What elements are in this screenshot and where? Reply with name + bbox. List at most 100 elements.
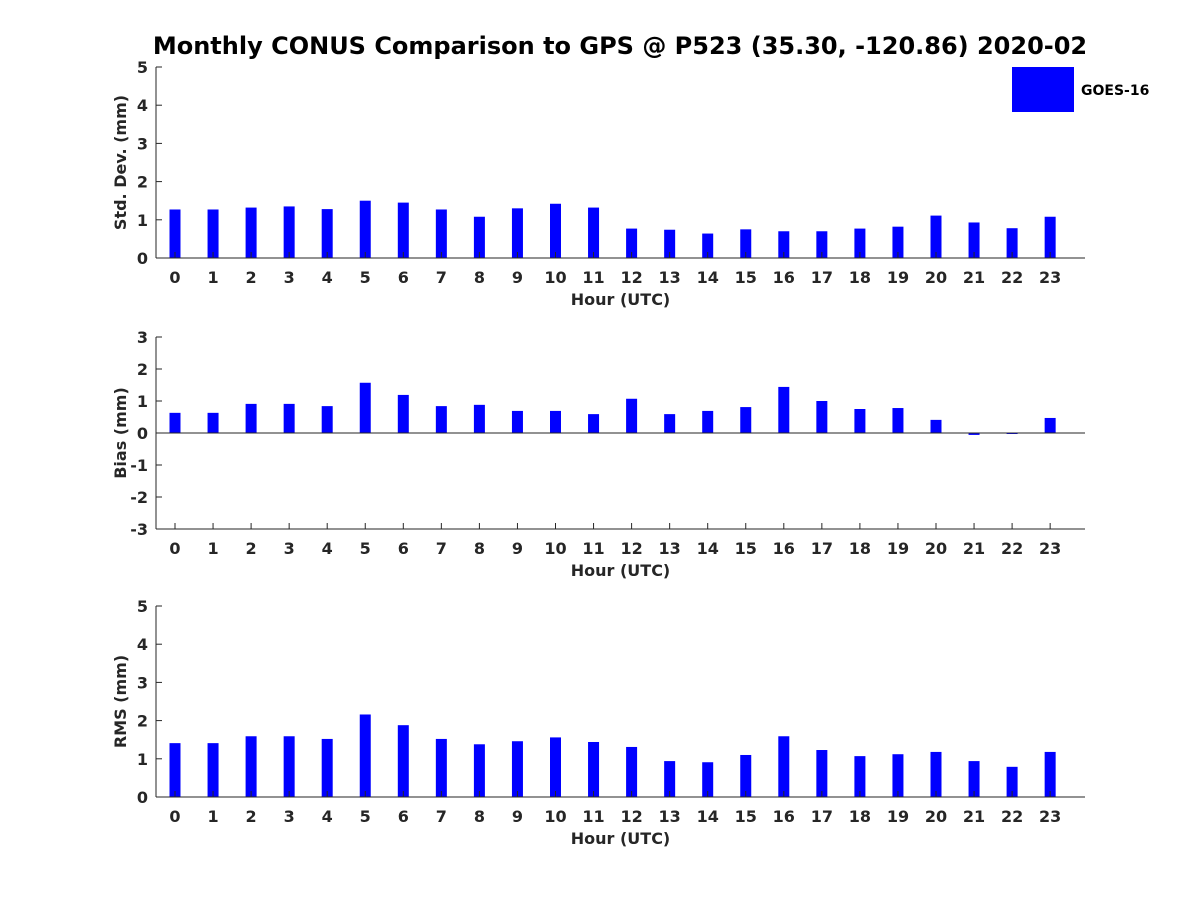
rms-bar-17: [816, 750, 828, 797]
rms-bar-8: [473, 744, 485, 797]
bias-x-tick-label: 12: [620, 539, 642, 558]
std-dev-bar-5: [359, 200, 371, 258]
bias-bar-4: [321, 406, 333, 433]
rms-x-tick-label: 20: [925, 807, 947, 826]
std-dev-y-tick-label: 2: [137, 173, 148, 192]
rms-bar-22: [1006, 766, 1018, 797]
rms-bar-12: [626, 746, 638, 797]
rms-bar-13: [664, 761, 676, 797]
bias-bar-21: [968, 433, 980, 435]
bias-bar-11: [588, 414, 600, 433]
rms-y-tick-label: 5: [137, 597, 148, 616]
bias-x-tick-label: 13: [659, 539, 681, 558]
bias-x-tick-label: 3: [284, 539, 295, 558]
rms-bar-20: [930, 751, 942, 797]
std-dev-bar-2: [245, 207, 257, 258]
std-dev-bar-12: [626, 228, 638, 258]
rms-x-tick-label: 10: [544, 807, 566, 826]
std-dev-y-tick-label: 5: [137, 58, 148, 77]
bias-x-tick-label: 14: [697, 539, 719, 558]
rms-bar-7: [435, 738, 447, 797]
rms-x-tick-label: 7: [436, 807, 447, 826]
std-dev-bar-22: [1006, 228, 1018, 258]
std-dev-x-tick-label: 7: [436, 268, 447, 287]
std-dev-x-tick-label: 11: [582, 268, 604, 287]
std-dev-x-tick-label: 9: [512, 268, 523, 287]
bias-bar-16: [778, 386, 790, 433]
std-dev-x-tick-label: 14: [697, 268, 719, 287]
bias-bar-14: [702, 410, 714, 433]
bias-y-tick-label: 1: [137, 392, 148, 411]
std-dev-bar-7: [435, 209, 447, 258]
rms-y-tick-label: 4: [137, 635, 148, 654]
bias-y-tick-label: -1: [130, 456, 148, 475]
bias-bar-8: [473, 404, 485, 433]
std-dev-x-tick-label: 3: [284, 268, 295, 287]
rms-x-tick-label: 18: [849, 807, 871, 826]
std-dev-bar-9: [511, 208, 523, 258]
std-dev-x-tick-label: 20: [925, 268, 947, 287]
bias-x-tick-label: 21: [963, 539, 985, 558]
std-dev-bar-19: [892, 226, 904, 258]
std-dev-bar-14: [702, 233, 714, 258]
rms-y-tick-label: 2: [137, 712, 148, 731]
bias-x-tick-label: 2: [246, 539, 257, 558]
rms-bar-18: [854, 756, 866, 797]
std-dev-y-tick-label: 1: [137, 211, 148, 230]
std-dev-bar-8: [473, 216, 485, 258]
rms-x-tick-label: 1: [207, 807, 218, 826]
bias-bar-7: [435, 406, 447, 433]
rms-x-tick-label: 17: [811, 807, 833, 826]
rms-bar-16: [778, 736, 790, 797]
bias-bar-2: [245, 403, 257, 433]
bias-bar-6: [397, 394, 409, 433]
std-dev-bar-15: [740, 229, 752, 258]
std-dev-x-tick-label: 12: [620, 268, 642, 287]
rms-x-tick-label: 22: [1001, 807, 1023, 826]
bias-y-tick-label: -3: [130, 520, 148, 539]
bias-y-tick-label: -2: [130, 488, 148, 507]
rms-x-tick-label: 21: [963, 807, 985, 826]
bias-y-label: Bias (mm): [111, 387, 130, 479]
std-dev-x-tick-label: 16: [773, 268, 795, 287]
std-dev-y-tick-label: 0: [137, 249, 148, 268]
std-dev-bar-6: [397, 202, 409, 258]
std-dev-bar-4: [321, 209, 333, 258]
bias-y-tick-label: 2: [137, 360, 148, 379]
rms-bar-6: [397, 725, 409, 797]
rms-x-tick-label: 23: [1039, 807, 1061, 826]
legend-swatch: [1012, 67, 1074, 112]
rms-x-tick-label: 4: [322, 807, 333, 826]
bias-x-tick-label: 22: [1001, 539, 1023, 558]
std-dev-x-tick-label: 19: [887, 268, 909, 287]
rms-bar-0: [169, 743, 181, 797]
std-dev-x-tick-label: 22: [1001, 268, 1023, 287]
rms-bar-19: [892, 754, 904, 797]
bias-bar-3: [283, 403, 295, 433]
bias-x-tick-label: 20: [925, 539, 947, 558]
rms-bar-4: [321, 738, 333, 797]
std-dev-x-tick-label: 15: [735, 268, 757, 287]
std-dev-y-tick-label: 3: [137, 134, 148, 153]
rms-bar-10: [550, 737, 561, 797]
rms-x-tick-label: 9: [512, 807, 523, 826]
bias-x-label: Hour (UTC): [571, 561, 671, 580]
rms-x-tick-label: 6: [398, 807, 409, 826]
bias-bar-17: [816, 401, 828, 433]
std-dev-x-tick-label: 5: [360, 268, 371, 287]
rms-x-tick-label: 14: [697, 807, 719, 826]
std-dev-y-tick-label: 4: [137, 96, 148, 115]
std-dev-bar-16: [778, 231, 790, 258]
rms-y-label: RMS (mm): [111, 655, 130, 748]
std-dev-x-tick-label: 13: [659, 268, 681, 287]
rms-x-label: Hour (UTC): [571, 829, 671, 848]
bias-x-tick-label: 23: [1039, 539, 1061, 558]
bias-bar-20: [930, 419, 942, 433]
bias-x-tick-label: 11: [582, 539, 604, 558]
std-dev-bar-23: [1044, 216, 1056, 258]
bias-x-tick-label: 19: [887, 539, 909, 558]
bias-y-tick-label: 3: [137, 328, 148, 347]
std-dev-x-tick-label: 1: [207, 268, 218, 287]
bias-bar-10: [550, 410, 561, 433]
bias-bar-23: [1044, 417, 1056, 433]
